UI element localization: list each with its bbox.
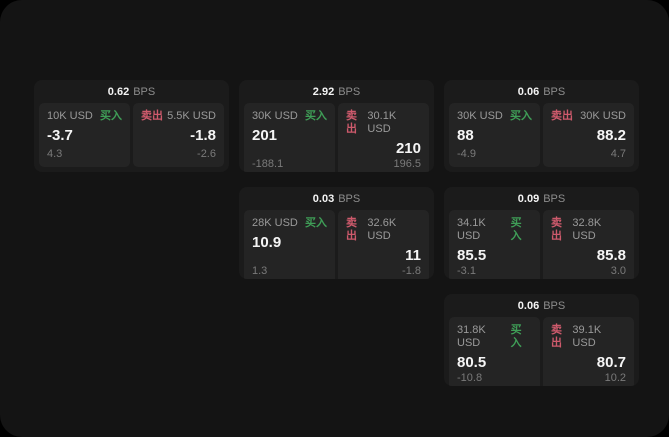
quote-card: 0.62 BPS 10K USD 买入 -3.7 4.3 卖出 5.5K USD — [34, 80, 229, 172]
sell-price: 80.7 — [596, 354, 626, 371]
buy-tile[interactable]: 28K USD 买入 10.9 1.3 — [244, 210, 335, 279]
buy-size: 10K USD — [47, 110, 93, 122]
sell-price: 88.2 — [596, 127, 626, 144]
quote-card: 0.06 BPS 31.8K USD 买入 80.5 -10.8 卖出 39.1… — [444, 294, 639, 386]
sell-tile[interactable]: 卖出 39.1K USD 80.7 10.2 — [543, 317, 634, 386]
card-body: 31.8K USD 买入 80.5 -10.8 卖出 39.1K USD 80.… — [444, 317, 639, 386]
buy-size: 31.8K USD — [457, 324, 486, 349]
quote-card: 0.09 BPS 34.1K USD 买入 85.5 -3.1 卖出 32.8K… — [444, 187, 639, 279]
buy-size: 30K USD — [252, 110, 298, 122]
buy-delta: 4.3 — [47, 148, 63, 160]
card-header: 0.06 BPS — [444, 80, 639, 103]
sell-tile[interactable]: 卖出 30K USD 88.2 4.7 — [543, 103, 634, 167]
sell-size: 30K USD — [580, 110, 626, 122]
sell-side-label: 卖出 — [551, 324, 562, 349]
card-header: 0.62 BPS — [34, 80, 229, 103]
card-body: 30K USD 买入 88 -4.9 卖出 30K USD 88.2 4.7 — [444, 103, 639, 172]
sell-price: 85.8 — [596, 247, 626, 264]
quote-card: 2.92 BPS 30K USD 买入 201 -188.1 卖出 30.1K … — [239, 80, 434, 172]
sell-size: 30.1K USD — [367, 110, 397, 135]
buy-tile[interactable]: 34.1K USD 买入 85.5 -3.1 — [449, 210, 540, 279]
sell-delta: -2.6 — [197, 148, 216, 160]
buy-price: 88 — [457, 127, 474, 144]
buy-delta: -3.1 — [457, 265, 476, 277]
sell-delta: 196.5 — [393, 158, 421, 170]
card-body: 34.1K USD 买入 85.5 -3.1 卖出 32.8K USD 85.8… — [444, 210, 639, 279]
card-header: 0.03 BPS — [239, 187, 434, 210]
buy-tile[interactable]: 31.8K USD 买入 80.5 -10.8 — [449, 317, 540, 386]
buy-price: 80.5 — [457, 354, 487, 371]
buy-tile[interactable]: 30K USD 买入 88 -4.9 — [449, 103, 540, 167]
sell-tile[interactable]: 卖出 5.5K USD -1.8 -2.6 — [133, 103, 224, 167]
bps-value: 0.09 — [517, 192, 540, 205]
buy-side-label: 买入 — [100, 110, 122, 122]
sell-delta: -1.8 — [402, 265, 421, 277]
sell-tile[interactable]: 卖出 30.1K USD 210 196.5 — [338, 103, 429, 172]
buy-price: -3.7 — [47, 127, 73, 144]
quote-card: 0.03 BPS 28K USD 买入 10.9 1.3 卖出 32.6K US… — [239, 187, 434, 279]
card-header: 2.92 BPS — [239, 80, 434, 103]
bps-value: 0.06 — [517, 85, 540, 98]
buy-price: 201 — [252, 127, 278, 144]
card-body: 10K USD 买入 -3.7 4.3 卖出 5.5K USD -1.8 -2.… — [34, 103, 229, 172]
sell-tile[interactable]: 卖出 32.8K USD 85.8 3.0 — [543, 210, 634, 279]
buy-tile[interactable]: 10K USD 买入 -3.7 4.3 — [39, 103, 130, 167]
sell-delta: 10.2 — [604, 372, 626, 384]
buy-delta: -10.8 — [457, 372, 483, 384]
sell-price: 210 — [395, 140, 421, 157]
sell-delta: 4.7 — [610, 148, 626, 160]
bps-unit-label: BPS — [543, 299, 566, 312]
buy-size: 34.1K USD — [457, 217, 486, 242]
bps-unit-label: BPS — [543, 192, 566, 205]
buy-delta: -4.9 — [457, 148, 476, 160]
bps-value: 0.03 — [312, 192, 335, 205]
sell-price: -1.8 — [190, 127, 216, 144]
card-header: 0.09 BPS — [444, 187, 639, 210]
bps-unit-label: BPS — [338, 85, 361, 98]
quote-card: 0.06 BPS 30K USD 买入 88 -4.9 卖出 30K USD — [444, 80, 639, 172]
buy-side-label: 买入 — [510, 217, 522, 242]
sell-size: 32.8K USD — [572, 217, 602, 242]
buy-side-label: 买入 — [510, 324, 522, 349]
buy-delta: -188.1 — [252, 158, 284, 170]
bps-unit-label: BPS — [543, 85, 566, 98]
bps-unit-label: BPS — [133, 85, 156, 98]
buy-tile[interactable]: 30K USD 买入 201 -188.1 — [244, 103, 335, 172]
sell-size: 39.1K USD — [572, 324, 602, 349]
sell-size: 5.5K USD — [167, 110, 216, 122]
sell-side-label: 卖出 — [551, 217, 562, 242]
card-body: 28K USD 买入 10.9 1.3 卖出 32.6K USD 11 -1.8 — [239, 210, 434, 279]
card-header: 0.06 BPS — [444, 294, 639, 317]
sell-delta: 3.0 — [610, 265, 626, 277]
buy-size: 28K USD — [252, 217, 298, 229]
buy-side-label: 买入 — [305, 217, 327, 229]
bps-value: 2.92 — [312, 85, 335, 98]
sell-side-label: 卖出 — [346, 217, 357, 242]
sell-tile[interactable]: 卖出 32.6K USD 11 -1.8 — [338, 210, 429, 279]
sell-side-label: 卖出 — [141, 110, 163, 122]
quote-cards-grid: 0.62 BPS 10K USD 买入 -3.7 4.3 卖出 5.5K USD — [34, 80, 639, 386]
card-body: 30K USD 买入 201 -188.1 卖出 30.1K USD 210 1… — [239, 103, 434, 172]
sell-side-label: 卖出 — [551, 110, 573, 122]
bps-unit-label: BPS — [338, 192, 361, 205]
sell-size: 32.6K USD — [367, 217, 397, 242]
buy-size: 30K USD — [457, 110, 503, 122]
buy-delta: 1.3 — [252, 265, 268, 277]
bps-value: 0.06 — [517, 299, 540, 312]
buy-side-label: 买入 — [510, 110, 532, 122]
sell-price: 11 — [405, 247, 421, 264]
buy-price: 10.9 — [252, 234, 282, 251]
buy-side-label: 买入 — [305, 110, 327, 122]
buy-price: 85.5 — [457, 247, 487, 264]
bps-value: 0.62 — [107, 85, 130, 98]
sell-side-label: 卖出 — [346, 110, 357, 135]
